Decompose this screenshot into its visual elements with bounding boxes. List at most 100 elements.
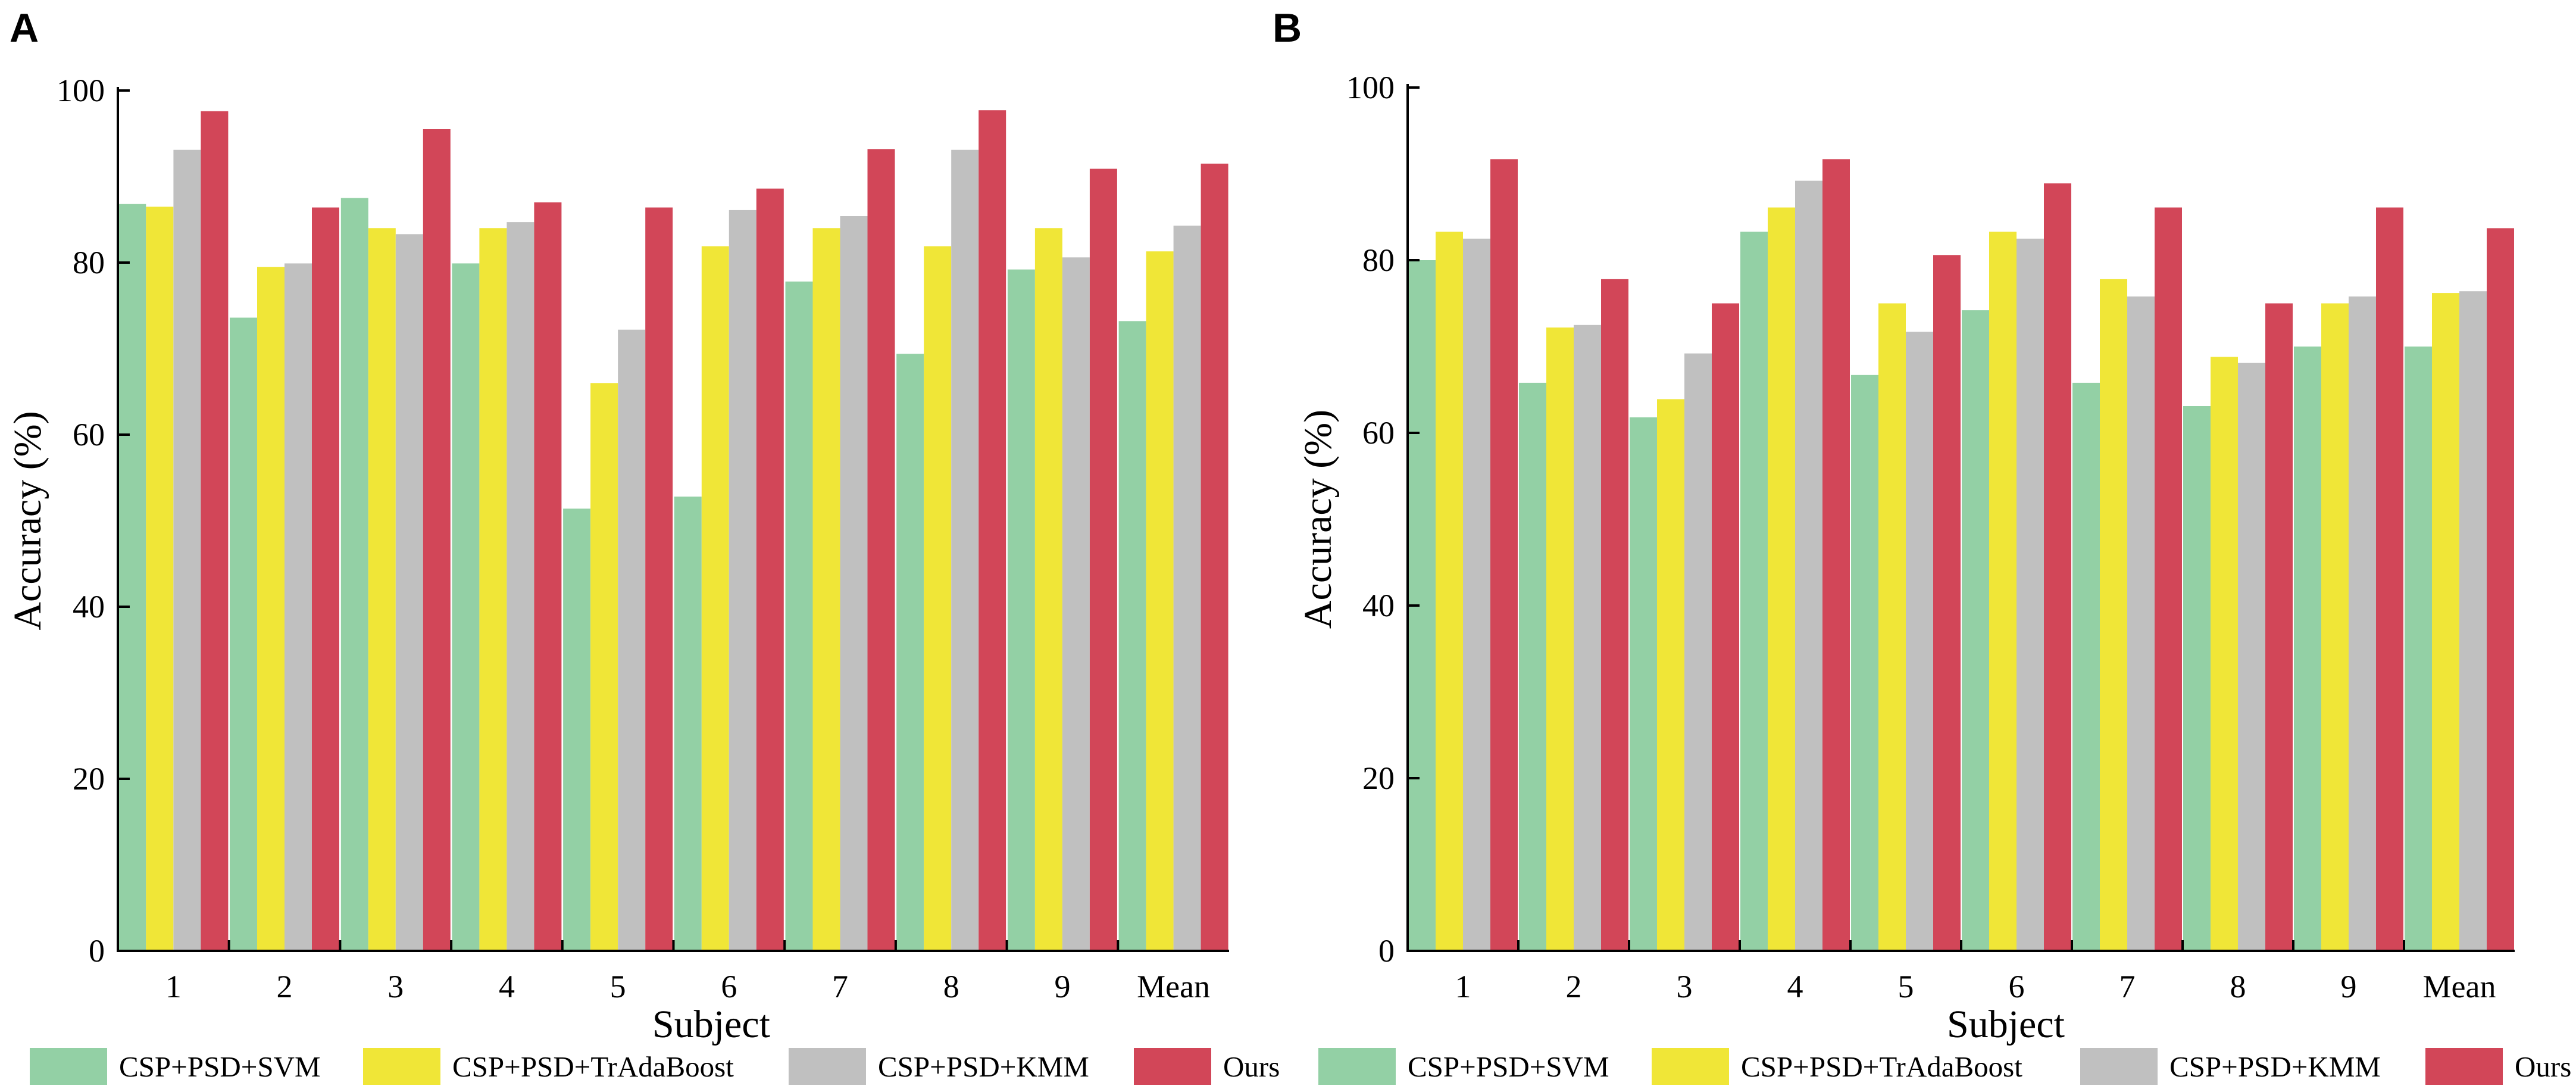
legend-swatch-ours xyxy=(2425,1048,2503,1085)
bar-svm-4 xyxy=(1740,232,1768,951)
panel-letter: A xyxy=(10,5,39,51)
bar-ours-9 xyxy=(1089,169,1117,951)
x-tick-label-2: 2 xyxy=(1566,969,1582,1004)
bar-svm-mean xyxy=(1118,321,1146,951)
bar-kmm-3 xyxy=(395,234,423,951)
legend-label-tradaboost: CSP+PSD+TrAdaBoost xyxy=(1741,1050,2022,1083)
y-tick-label-40: 40 xyxy=(1362,588,1395,623)
x-tick-label-5: 5 xyxy=(1898,969,1914,1004)
bar-ours-5 xyxy=(1933,255,1961,951)
bar-kmm-mean xyxy=(1173,225,1201,951)
x-tick-label-3: 3 xyxy=(1677,969,1693,1004)
y-tick-label-20: 20 xyxy=(1362,760,1395,796)
x-axis-title: Subject xyxy=(652,1003,770,1046)
legend-label-svm: CSP+PSD+SVM xyxy=(119,1050,321,1083)
x-tick-label-mean: Mean xyxy=(2423,969,2496,1004)
bar-kmm-1 xyxy=(173,149,201,951)
bar-tradaboost-8 xyxy=(924,246,952,951)
bar-tradaboost-6 xyxy=(1989,232,2017,951)
y-tick-label-0: 0 xyxy=(89,933,105,969)
x-tick-label-1: 1 xyxy=(165,969,182,1004)
legend-swatch-kmm xyxy=(789,1048,866,1085)
x-tick-label-mean: Mean xyxy=(1137,969,1210,1004)
y-tick-label-20: 20 xyxy=(73,761,105,797)
x-tick-label-8: 8 xyxy=(943,969,959,1004)
bar-svm-8 xyxy=(896,354,924,951)
legend-label-kmm: CSP+PSD+KMM xyxy=(878,1050,1089,1083)
bar-ours-1 xyxy=(1490,159,1518,951)
bar-svm-5 xyxy=(563,508,591,951)
legend-swatch-svm xyxy=(1318,1048,1396,1085)
bar-svm-6 xyxy=(1962,310,1989,951)
bar-svm-2 xyxy=(1519,382,1546,951)
bar-tradaboost-1 xyxy=(146,207,174,951)
bar-kmm-5 xyxy=(1906,332,1933,951)
bar-kmm-9 xyxy=(2349,296,2376,951)
bar-ours-2 xyxy=(1601,279,1628,951)
bar-ours-7 xyxy=(867,149,895,951)
x-axis-title: Subject xyxy=(1947,1003,2065,1046)
bar-tradaboost-4 xyxy=(479,228,507,951)
bar-tradaboost-1 xyxy=(1436,232,1463,951)
chart-panel-a: A 0 20 40 60 80 100 1 2 3 4 5 6 7 8 9 Mean Subject Accurac… xyxy=(6,5,1280,1085)
bar-tradaboost-9 xyxy=(1034,228,1062,951)
bar-svm-3 xyxy=(340,198,368,951)
bar-ours-mean xyxy=(2487,228,2514,951)
x-tick-label-5: 5 xyxy=(610,969,626,1004)
y-tick-label-60: 60 xyxy=(1362,415,1395,451)
bar-tradaboost-mean xyxy=(2432,293,2459,951)
bar-svm-7 xyxy=(2072,382,2100,951)
bar-svm-9 xyxy=(1007,269,1035,951)
x-tick-label-7: 7 xyxy=(2119,969,2136,1004)
y-axis-title: Accuracy (%) xyxy=(6,411,49,630)
bar-tradaboost-4 xyxy=(1768,207,1795,951)
bar-kmm-3 xyxy=(1684,353,1712,951)
bar-tradaboost-mean xyxy=(1146,251,1174,951)
legend-swatch-tradaboost xyxy=(1652,1048,1729,1085)
bar-kmm-7 xyxy=(840,216,868,951)
bar-ours-4 xyxy=(1822,159,1850,951)
y-tick-label-100: 100 xyxy=(1346,70,1395,105)
legend-label-tradaboost: CSP+PSD+TrAdaBoost xyxy=(452,1050,734,1083)
x-tick-label-9: 9 xyxy=(2341,969,2357,1004)
legend-label-ours: Ours xyxy=(2515,1050,2571,1083)
y-tick-label-80: 80 xyxy=(73,245,105,280)
legend-swatch-svm xyxy=(30,1048,107,1085)
bar-svm-7 xyxy=(785,281,813,951)
bar-svm-9 xyxy=(2294,347,2321,951)
legend: CSP+PSD+SVM CSP+PSD+TrAdaBoost CSP+PSD+KMM… xyxy=(30,1048,1280,1085)
bar-kmm-9 xyxy=(1062,257,1090,951)
bar-tradaboost-6 xyxy=(701,246,729,951)
bar-svm-5 xyxy=(1851,375,1878,951)
bar-kmm-mean xyxy=(2459,291,2487,951)
bar-ours-5 xyxy=(645,207,673,951)
y-tick-label-80: 80 xyxy=(1362,242,1395,278)
bar-kmm-5 xyxy=(618,329,646,951)
bar-tradaboost-9 xyxy=(2321,303,2349,951)
bar-tradaboost-8 xyxy=(2211,357,2238,951)
bar-svm-6 xyxy=(674,497,702,951)
y-tick-label-40: 40 xyxy=(73,589,105,625)
legend: CSP+PSD+SVM CSP+PSD+TrAdaBoost CSP+PSD+KMM… xyxy=(1318,1048,2571,1085)
bar-ours-9 xyxy=(2376,207,2403,951)
x-tick-label-9: 9 xyxy=(1054,969,1070,1004)
y-tick-label-0: 0 xyxy=(1378,933,1395,969)
bar-kmm-1 xyxy=(1463,238,1490,951)
bar-svm-4 xyxy=(452,263,480,951)
chart-panel-b: B 0 20 40 60 80 100 1 2 3 4 5 6 7 8 9 Mean Subject Accurac… xyxy=(1273,5,2571,1085)
bar-kmm-6 xyxy=(2017,238,2044,951)
x-tick-label-2: 2 xyxy=(277,969,293,1004)
bar-ours-7 xyxy=(2155,207,2182,951)
y-tick-label-100: 100 xyxy=(57,73,105,108)
legend-label-kmm: CSP+PSD+KMM xyxy=(2169,1050,2381,1083)
x-tick-label-8: 8 xyxy=(2230,969,2246,1004)
bar-tradaboost-5 xyxy=(1878,303,1906,951)
bar-svm-mean xyxy=(2405,347,2432,951)
bar-svm-1 xyxy=(118,204,146,951)
legend-swatch-kmm xyxy=(2080,1048,2158,1085)
bar-tradaboost-3 xyxy=(368,228,396,951)
x-tick-label-6: 6 xyxy=(721,969,737,1004)
bar-tradaboost-2 xyxy=(257,267,285,951)
